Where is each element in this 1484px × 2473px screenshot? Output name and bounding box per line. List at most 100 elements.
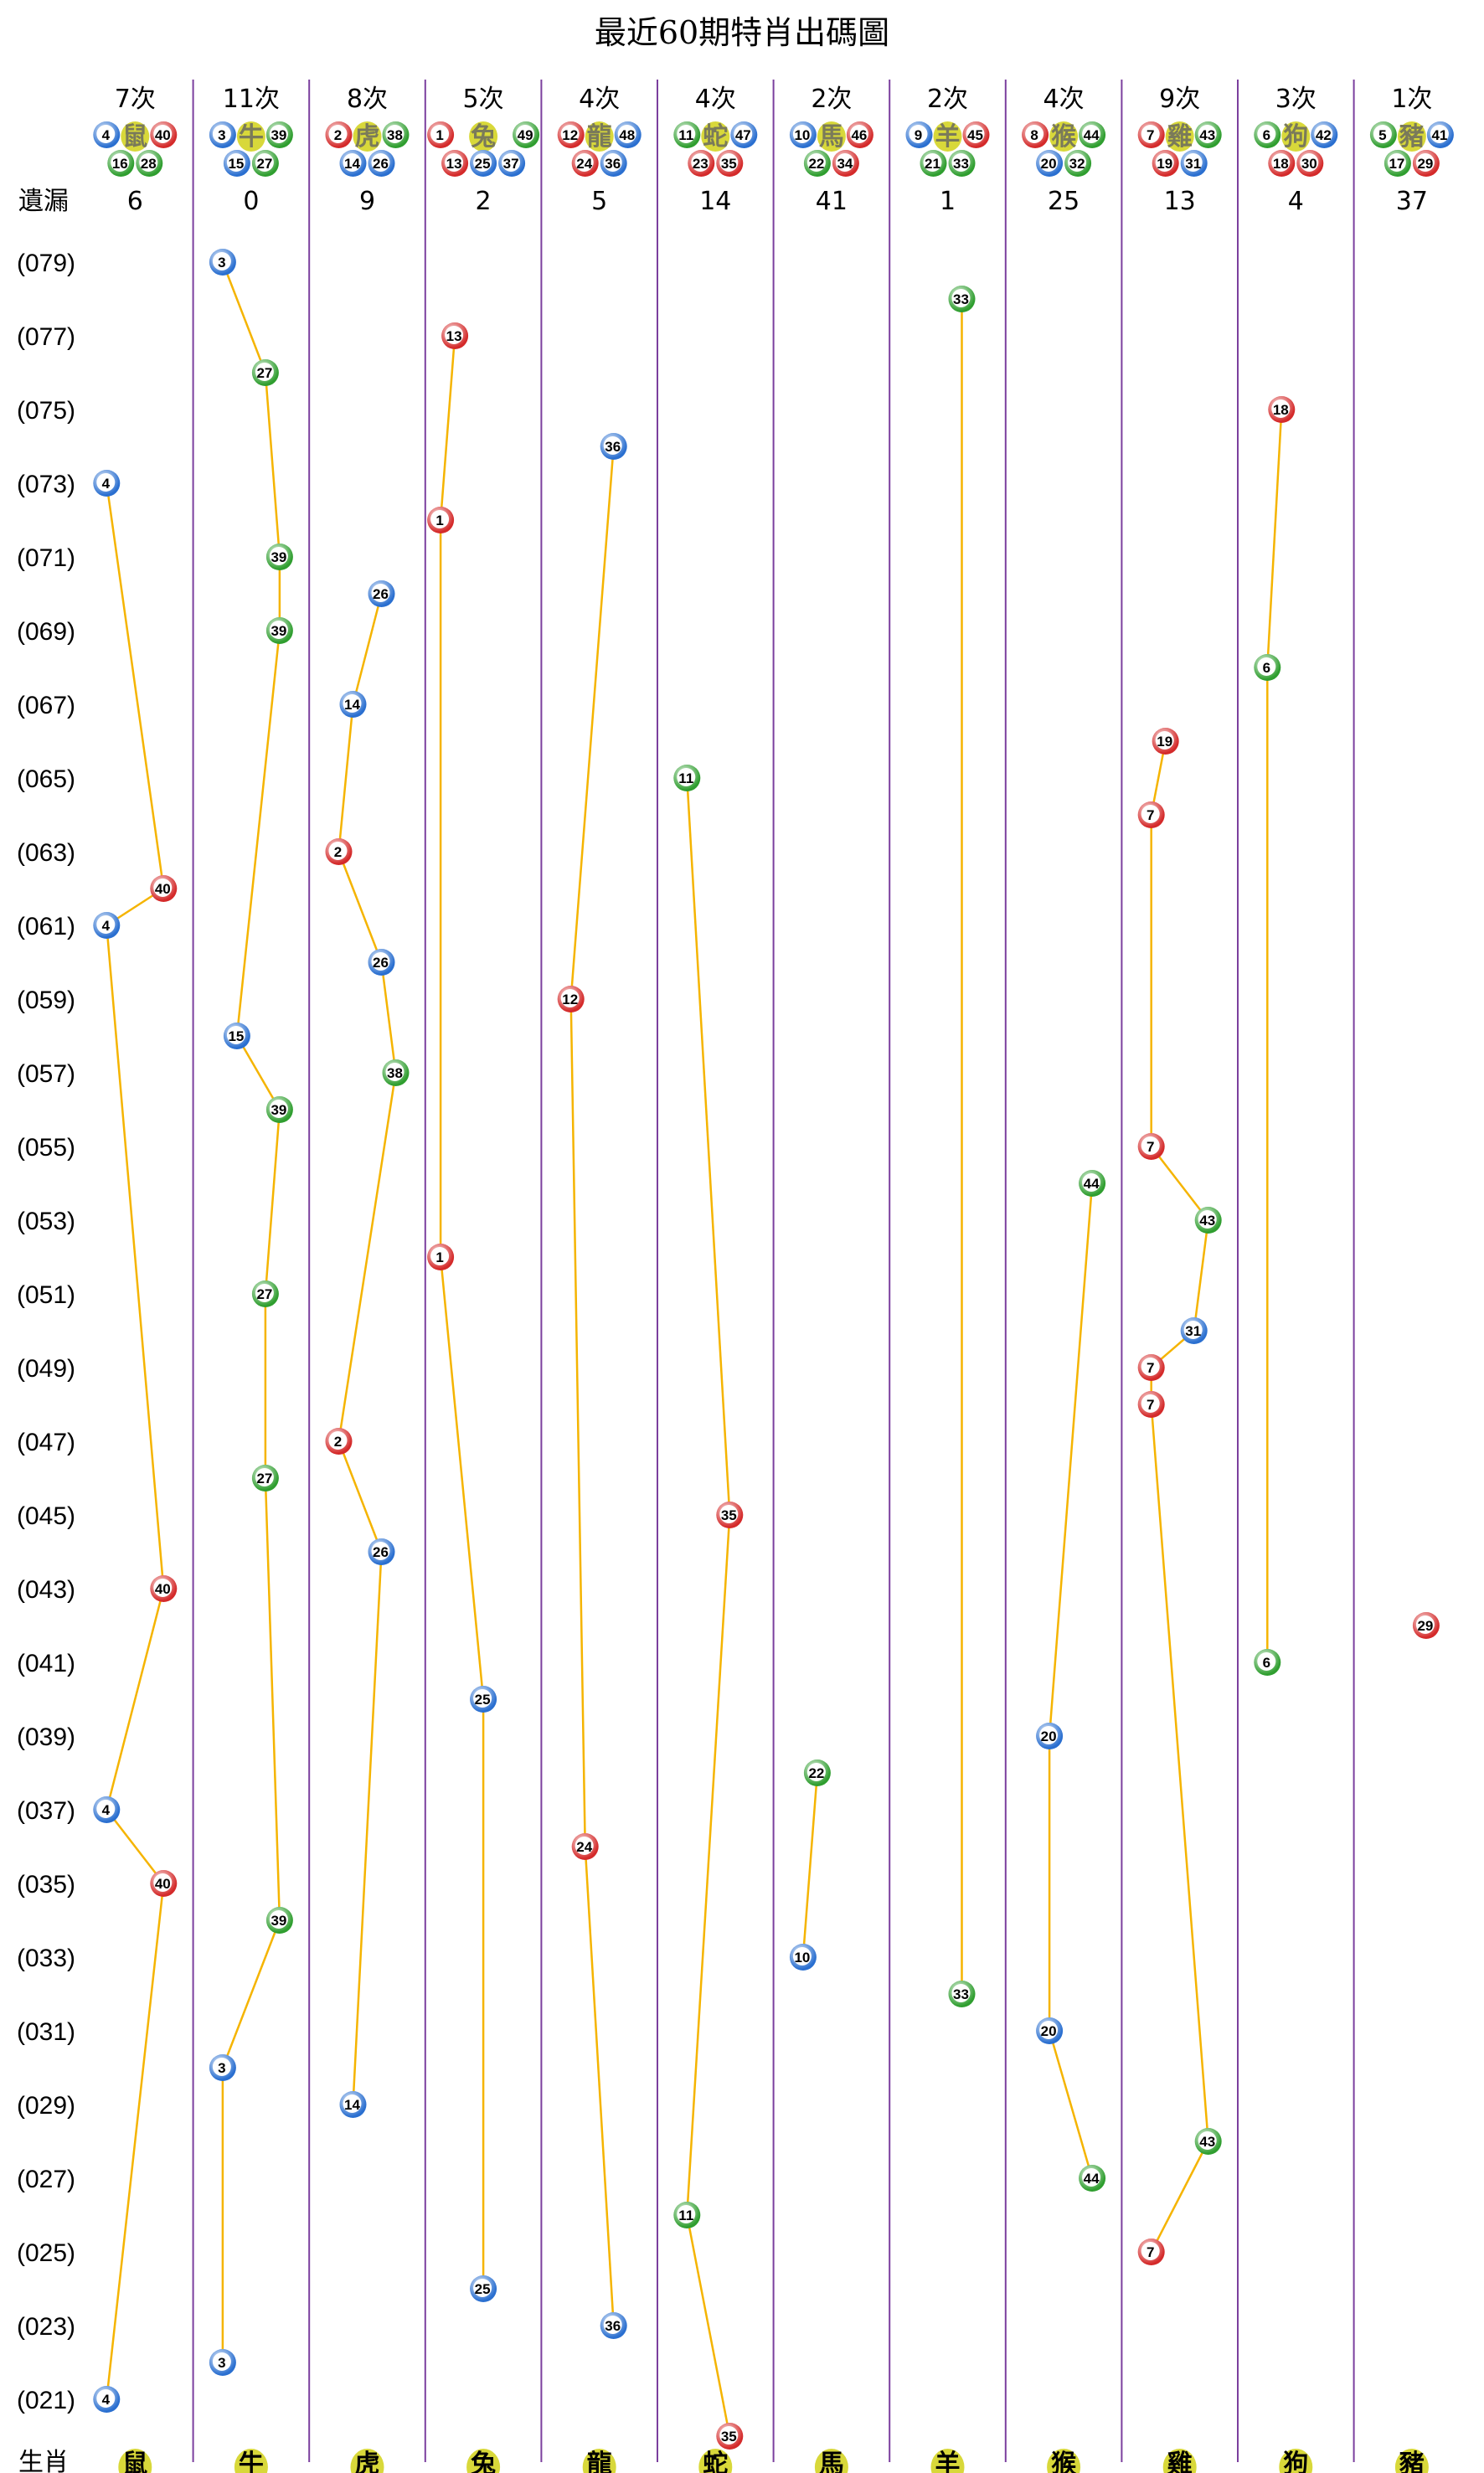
ball-shine [600, 150, 627, 177]
ball-number: 1 [435, 513, 443, 528]
ball-number: 17 [1389, 156, 1404, 172]
zodiac-ball [350, 2449, 384, 2473]
draw-point: 2 [325, 1428, 353, 1455]
connector-line [801, 1772, 819, 1958]
ball-number: 11 [678, 770, 693, 786]
period-label: (033) [17, 1945, 75, 1972]
ball-number: 8 [1030, 127, 1038, 143]
ball-shine [1036, 2017, 1064, 2044]
zodiac-ball [1047, 2449, 1081, 2473]
draw-point: 26 [368, 949, 395, 976]
footer-zodiac-name: 兔 [471, 2450, 496, 2473]
zodiac-ball [582, 2449, 616, 2473]
ball-number: 26 [373, 1544, 389, 1560]
ball-shine [1254, 654, 1281, 681]
ball-number: 33 [953, 291, 969, 307]
draw-point: 39 [265, 1907, 293, 1934]
header-number-ball: 1 [427, 121, 455, 148]
connector-line [106, 482, 165, 889]
ball-number: 27 [256, 1286, 272, 1302]
ball-shine [716, 150, 744, 177]
footer-zodiac-name: 豬 [1399, 2450, 1425, 2473]
ball-number: 6 [1263, 127, 1270, 143]
draw-point: 19 [1152, 728, 1179, 755]
ball-shine [1064, 150, 1092, 177]
ball-number: 20 [1041, 156, 1057, 172]
draw-point: 38 [382, 1059, 410, 1086]
ball-number: 27 [256, 365, 272, 381]
header-number-ball: 33 [948, 150, 976, 177]
draw-point: 27 [251, 1465, 279, 1492]
header-number-ball: 43 [1194, 121, 1222, 148]
draw-point: 7 [1137, 1391, 1165, 1418]
header-number-ball: 17 [1384, 150, 1411, 177]
connector-line [686, 777, 731, 1516]
ball-number: 37 [503, 156, 519, 172]
period-label: (071) [17, 544, 75, 572]
ball-shine [1194, 1207, 1222, 1234]
ball-number: 49 [518, 127, 533, 143]
zodiac-ball [236, 121, 265, 152]
ball-number: 44 [1084, 127, 1100, 143]
ball-number: 36 [605, 2318, 621, 2334]
ball-number: 14 [344, 156, 360, 172]
connector-line [1150, 2141, 1209, 2253]
ball-number: 29 [1417, 156, 1433, 172]
connector-line [338, 1440, 383, 1553]
ball-shine [688, 150, 715, 177]
zodiac-ball [1162, 2449, 1197, 2473]
ball-shine [1152, 150, 1179, 177]
draw-point: 1 [427, 1244, 455, 1270]
period-label: (021) [17, 2387, 75, 2414]
connector-line [1193, 1219, 1209, 1332]
ball-number: 13 [446, 156, 462, 172]
footer-zodiac-name: 虎 [355, 2450, 380, 2473]
ball-shine [1412, 150, 1440, 177]
ball-shine [948, 286, 976, 312]
ball-number: 4 [102, 918, 111, 934]
draw-point: 1 [427, 507, 455, 533]
header-number-ball: 21 [920, 150, 947, 177]
column-count: 1次 [1391, 85, 1432, 114]
ball-number: 10 [794, 127, 810, 143]
period-label: (045) [17, 1502, 75, 1530]
connector-line [1150, 1146, 1209, 1221]
ball-number: 26 [373, 586, 389, 602]
ball-number: 4 [102, 127, 111, 143]
ball-shine [251, 1465, 279, 1492]
draw-point: 33 [948, 286, 976, 312]
ball-number: 3 [218, 255, 225, 270]
column-zodiac-name: 鼠 [122, 122, 147, 152]
ball-shine [1079, 1170, 1106, 1197]
draw-point: 10 [789, 1944, 817, 1971]
ball-shine [673, 2202, 701, 2228]
ball-number: 39 [271, 1102, 286, 1118]
period-label: (041) [17, 1650, 75, 1677]
zodiac-ball [930, 2449, 965, 2473]
ball-shine [1194, 2128, 1222, 2155]
footer-zodiac-name: 鼠 [122, 2450, 147, 2473]
draw-point: 11 [673, 2202, 701, 2228]
connector-line [221, 261, 267, 374]
ball-shine [846, 121, 873, 148]
column-count: 9次 [1159, 85, 1200, 114]
header-number-ball: 48 [614, 121, 642, 148]
footer-zodiac-name: 雞 [1167, 2450, 1193, 2473]
header-number-ball: 36 [600, 150, 627, 177]
zodiac-ball [118, 2449, 152, 2473]
draw-point: 7 [1137, 1133, 1165, 1160]
header-number-ball: 18 [1268, 150, 1296, 177]
ball-shine [251, 359, 279, 386]
ball-number: 38 [387, 1065, 403, 1081]
ball-shine [470, 2275, 497, 2302]
ball-number: 20 [1041, 2023, 1057, 2039]
header-number-ball: 47 [730, 121, 758, 148]
draw-point: 44 [1079, 2165, 1106, 2192]
footer-zodiac-name: 狗 [1283, 2450, 1308, 2473]
connector-line [439, 335, 456, 521]
draw-point: 6 [1254, 654, 1281, 681]
period-label: (063) [17, 839, 75, 867]
ball-shine [1254, 1649, 1281, 1676]
period-label: (069) [17, 618, 75, 646]
draw-point: 35 [716, 1502, 744, 1528]
